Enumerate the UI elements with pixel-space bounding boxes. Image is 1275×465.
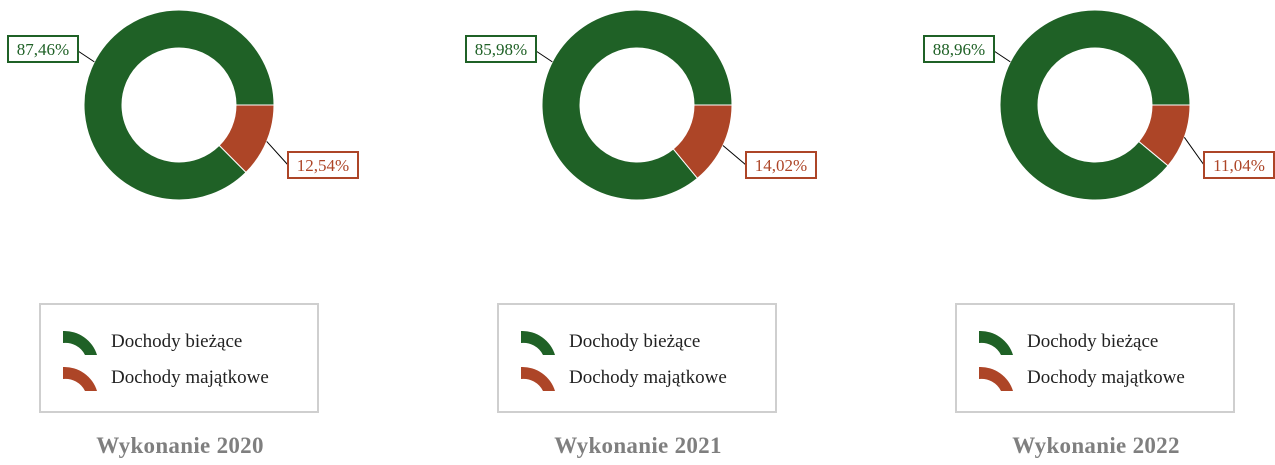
legend-swatch-capital-icon <box>63 366 97 391</box>
legend-label-capital: Dochody majątkowe <box>569 367 727 388</box>
legend-label-capital: Dochody majątkowe <box>111 367 269 388</box>
legend-label-capital: Dochody majątkowe <box>1027 367 1185 388</box>
data-label-box-biezace <box>7 35 79 63</box>
slice-dochody-biezace <box>999 9 1191 201</box>
slice-dochody-biezace <box>541 9 733 201</box>
legend-swatch-shape <box>63 366 97 391</box>
leader-line-biezace <box>993 50 1011 63</box>
legend-swatch-shape <box>521 330 555 355</box>
legend-item-current: Dochody bieżące <box>61 327 242 357</box>
chart-legend: Dochody bieżące Dochody majątkowe <box>497 303 777 413</box>
chart-title: Wykonanie 2020 <box>96 433 264 458</box>
legend-swatch-current-icon <box>63 330 97 355</box>
donut-chart: 87,46% 12,54% <box>7 9 359 201</box>
chart-panel-2022: 88,96% 11,04% Dochody bieżące Dochody maj… <box>916 0 1275 465</box>
slice-dochody-majatkowe <box>218 104 275 174</box>
legend-swatch-capital-icon <box>521 366 555 391</box>
legend-label-current: Dochody bieżące <box>111 331 243 352</box>
data-label-biezace: 87,46% <box>17 40 69 59</box>
data-label-box-majatkowe <box>745 151 817 179</box>
data-label-biezace: 85,98% <box>475 40 527 59</box>
data-label-majatkowe: 14,02% <box>755 156 807 175</box>
data-label-biezace: 88,96% <box>933 40 985 59</box>
data-label-box-biezace <box>465 35 537 63</box>
legend-swatch-shape <box>63 330 97 355</box>
slice-dochody-biezace <box>83 9 275 201</box>
data-label-box-biezace <box>923 35 995 63</box>
legend-swatch-current-icon <box>979 330 1013 355</box>
leader-line-majatkowe <box>266 141 289 166</box>
slice-dochody-majatkowe <box>672 104 733 179</box>
legend-swatch-shape <box>979 366 1013 391</box>
data-label-box-majatkowe <box>1203 151 1275 179</box>
leader-line-biezace <box>535 50 553 63</box>
legend-swatch-current-icon <box>521 330 555 355</box>
legend-swatch-shape <box>521 366 555 391</box>
legend-item-capital: Dochody majątkowe <box>977 363 1185 393</box>
legend-item-capital: Dochody majątkowe <box>519 363 727 393</box>
data-label-majatkowe: 11,04% <box>1213 156 1265 175</box>
legend-swatch-capital-icon <box>979 366 1013 391</box>
legend-swatch-shape <box>979 330 1013 355</box>
chart-panel-2021: 85,98% 14,02% Dochody bieżące Dochody maj… <box>458 0 883 465</box>
legend-label-current: Dochody bieżące <box>1027 331 1159 352</box>
legend-item-capital: Dochody majątkowe <box>61 363 269 393</box>
chart-panel-2020: 87,46% 12,54% Dochody bieżące Dochody maj… <box>0 0 425 465</box>
leader-line-majatkowe <box>722 145 747 166</box>
chart-legend: Dochody bieżące Dochody majątkowe <box>39 303 319 413</box>
data-label-majatkowe: 12,54% <box>297 156 349 175</box>
donut-chart: 88,96% 11,04% <box>923 9 1275 201</box>
leader-line-majatkowe <box>1183 137 1205 166</box>
data-label-box-majatkowe <box>287 151 359 179</box>
chart-title: Wykonanie 2021 <box>554 433 722 458</box>
chart-title: Wykonanie 2022 <box>1012 433 1180 458</box>
legend-label-current: Dochody bieżące <box>569 331 701 352</box>
leader-line-biezace <box>77 50 95 63</box>
donut-chart: 85,98% 14,02% <box>465 9 817 201</box>
slice-dochody-majatkowe <box>1138 104 1191 167</box>
legend-item-current: Dochody bieżące <box>519 327 700 357</box>
chart-legend: Dochody bieżące Dochody majątkowe <box>955 303 1235 413</box>
legend-item-current: Dochody bieżące <box>977 327 1158 357</box>
